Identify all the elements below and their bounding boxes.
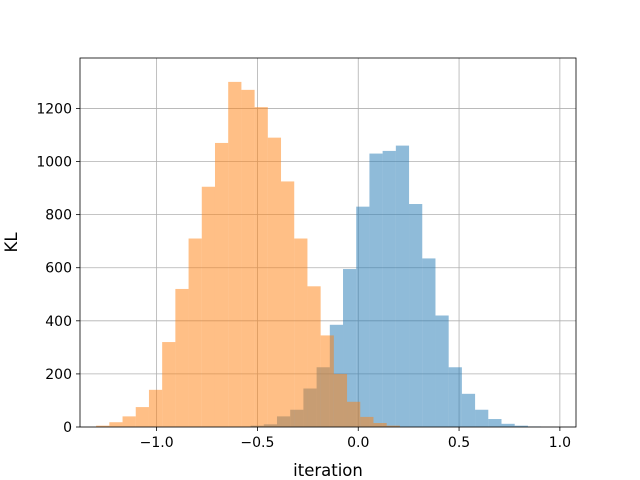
histogram-bar-series-2: [109, 422, 123, 427]
histogram-bar-series-1: [514, 425, 528, 427]
histogram-bar-series-2: [201, 186, 215, 427]
histogram-bar-series-1: [435, 315, 449, 427]
histogram-bar-series-2: [214, 142, 229, 427]
x-tick-label: −0.5: [240, 435, 274, 451]
histogram-bar-series-1: [501, 423, 515, 427]
x-tick-label: 0.5: [448, 435, 470, 451]
y-axis-label: KL: [2, 232, 21, 253]
y-tick-label: 1000: [36, 155, 72, 171]
y-tick-label: 0: [63, 420, 72, 436]
histogram-bar-series-2: [135, 407, 149, 427]
histogram-bar-series-2: [162, 342, 176, 427]
histogram-bar-series-2: [333, 373, 348, 427]
histogram-bar-series-2: [386, 425, 400, 427]
histogram-bar-series-1: [382, 150, 396, 427]
x-tick-label: 1.0: [549, 435, 571, 451]
y-tick-label: 400: [45, 314, 72, 330]
histogram-bar-series-2: [241, 89, 255, 428]
histogram-bar-series-2: [228, 81, 242, 427]
x-axis-label: iteration: [293, 461, 363, 480]
histogram-bar-series-1: [369, 153, 383, 427]
histogram-bar-series-2: [96, 425, 110, 427]
histogram-bar-series-2: [148, 389, 163, 427]
histogram-bar-series-2: [373, 423, 387, 427]
y-tick-label: 1200: [36, 101, 72, 117]
y-tick-label: 800: [45, 208, 72, 224]
x-tick-label: −1.0: [140, 435, 174, 451]
histogram-bar-series-1: [356, 206, 370, 427]
histogram-bars: [96, 81, 542, 428]
histogram-bar-series-2: [122, 416, 136, 427]
histogram-bar-series-1: [448, 367, 462, 427]
histogram-bar-series-1: [422, 258, 436, 427]
histogram-bar-series-1: [488, 419, 502, 427]
histogram-bar-series-2: [294, 238, 308, 427]
histogram-bar-series-2: [281, 181, 295, 427]
histogram-bar-series-2: [320, 335, 334, 427]
y-tick-label: 200: [45, 367, 72, 383]
histogram-bar-series-2: [175, 288, 189, 427]
histogram-bar-series-2: [254, 107, 268, 427]
y-tick-label: 600: [45, 261, 72, 277]
histogram-bar-series-2: [307, 286, 321, 427]
histogram-bar-series-1: [409, 204, 423, 427]
histogram-bar-series-2: [267, 137, 282, 427]
axis-ticks: −1.0 −0.5 0.0 0.5 1.0 0 200 400 600 800 1000 1200: [36, 101, 571, 451]
histogram-bar-series-2: [188, 238, 202, 427]
histogram-bar-series-2: [360, 416, 374, 427]
histogram-bar-series-1: [395, 145, 410, 427]
x-tick-label: 0.0: [347, 435, 369, 451]
plot-frame: [79, 57, 577, 428]
histogram-bar-series-2: [347, 401, 361, 427]
histogram-bar-series-1: [475, 409, 489, 427]
histogram-bar-series-1: [461, 393, 476, 427]
